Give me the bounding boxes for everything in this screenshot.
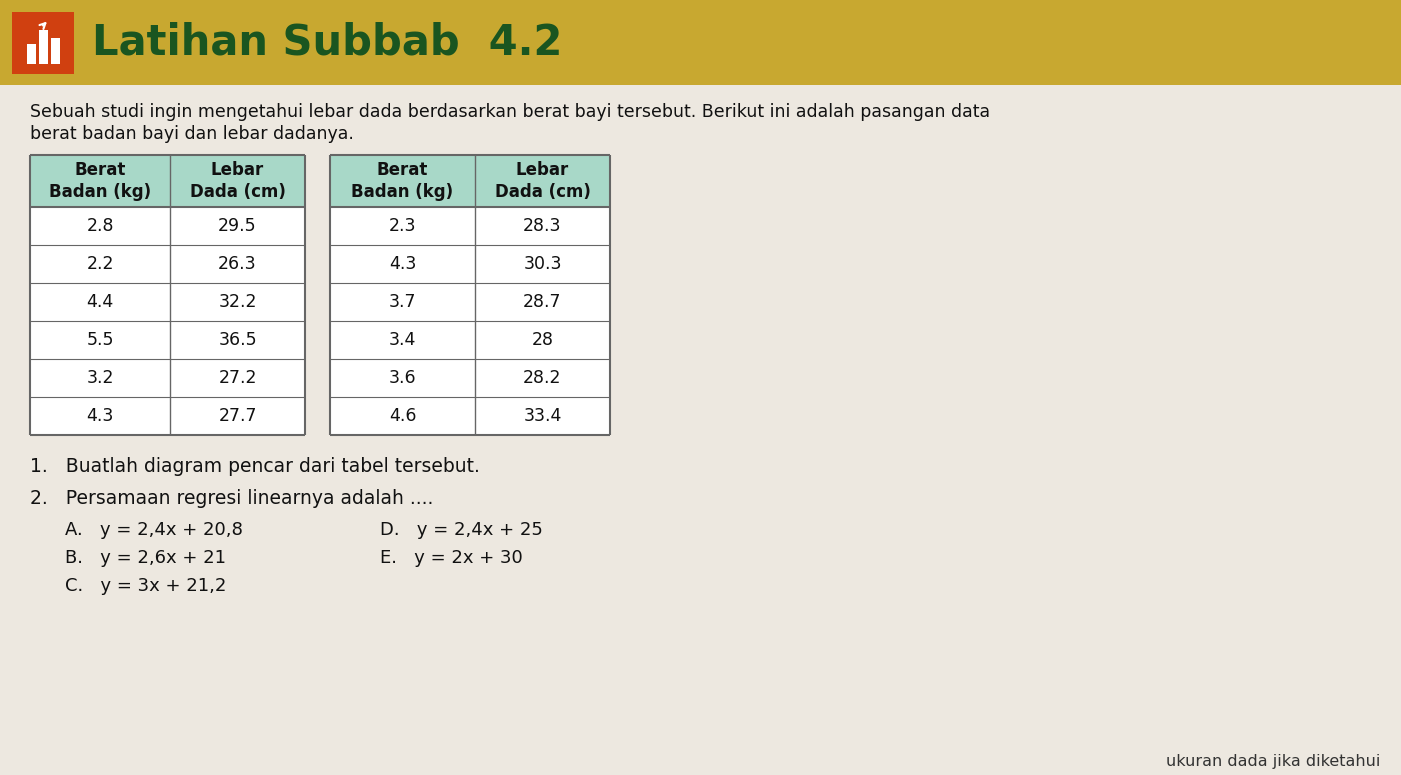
Text: 3.6: 3.6 — [388, 369, 416, 387]
Text: Sebuah studi ingin mengetahui lebar dada berdasarkan berat bayi tersebut. Beriku: Sebuah studi ingin mengetahui lebar dada… — [29, 103, 991, 121]
Text: 29.5: 29.5 — [219, 217, 256, 235]
Text: 26.3: 26.3 — [219, 255, 256, 273]
Text: 33.4: 33.4 — [524, 407, 562, 425]
Bar — [38, 29, 48, 64]
Text: 27.2: 27.2 — [219, 369, 256, 387]
Text: 4.6: 4.6 — [388, 407, 416, 425]
Text: 30.3: 30.3 — [523, 255, 562, 273]
Text: 3.2: 3.2 — [87, 369, 113, 387]
Text: 2.2: 2.2 — [87, 255, 113, 273]
Text: 36.5: 36.5 — [219, 331, 256, 349]
Text: Lebar
Dada (cm): Lebar Dada (cm) — [495, 160, 590, 202]
Text: 28.2: 28.2 — [523, 369, 562, 387]
Text: Latihan Subbab  4.2: Latihan Subbab 4.2 — [92, 22, 562, 64]
Bar — [29, 155, 305, 207]
Bar — [27, 43, 35, 64]
Bar — [331, 155, 609, 435]
Text: berat badan bayi dan lebar dadanya.: berat badan bayi dan lebar dadanya. — [29, 125, 354, 143]
Text: 32.2: 32.2 — [219, 293, 256, 311]
Text: B.   y = 2,6x + 21: B. y = 2,6x + 21 — [64, 549, 226, 567]
Text: 4.3: 4.3 — [389, 255, 416, 273]
Text: ukuran dada jika diketahui: ukuran dada jika diketahui — [1166, 754, 1380, 769]
Text: 3.7: 3.7 — [388, 293, 416, 311]
Bar — [331, 155, 609, 207]
Text: Berat
Badan (kg): Berat Badan (kg) — [49, 160, 151, 202]
Text: Berat
Badan (kg): Berat Badan (kg) — [352, 160, 454, 202]
Text: 27.7: 27.7 — [219, 407, 256, 425]
Bar — [50, 37, 59, 64]
Bar — [0, 0, 1401, 85]
Bar — [13, 12, 74, 74]
Text: 28.7: 28.7 — [523, 293, 562, 311]
Text: 2.   Persamaan regresi linearnya adalah ....: 2. Persamaan regresi linearnya adalah ..… — [29, 489, 433, 508]
Text: 4.3: 4.3 — [87, 407, 113, 425]
Text: 1.   Buatlah diagram pencar dari tabel tersebut.: 1. Buatlah diagram pencar dari tabel ter… — [29, 457, 481, 476]
Text: 4.4: 4.4 — [87, 293, 113, 311]
Text: C.   y = 3x + 21,2: C. y = 3x + 21,2 — [64, 577, 227, 595]
Text: D.   y = 2,4x + 25: D. y = 2,4x + 25 — [380, 521, 542, 539]
Text: 28.3: 28.3 — [523, 217, 562, 235]
Text: Lebar
Dada (cm): Lebar Dada (cm) — [189, 160, 286, 202]
Bar — [29, 155, 305, 435]
Text: 28: 28 — [531, 331, 553, 349]
Text: 2.3: 2.3 — [388, 217, 416, 235]
Text: 5.5: 5.5 — [87, 331, 113, 349]
Text: 3.4: 3.4 — [389, 331, 416, 349]
Text: 2.8: 2.8 — [87, 217, 113, 235]
Text: E.   y = 2x + 30: E. y = 2x + 30 — [380, 549, 523, 567]
Text: A.   y = 2,4x + 20,8: A. y = 2,4x + 20,8 — [64, 521, 242, 539]
